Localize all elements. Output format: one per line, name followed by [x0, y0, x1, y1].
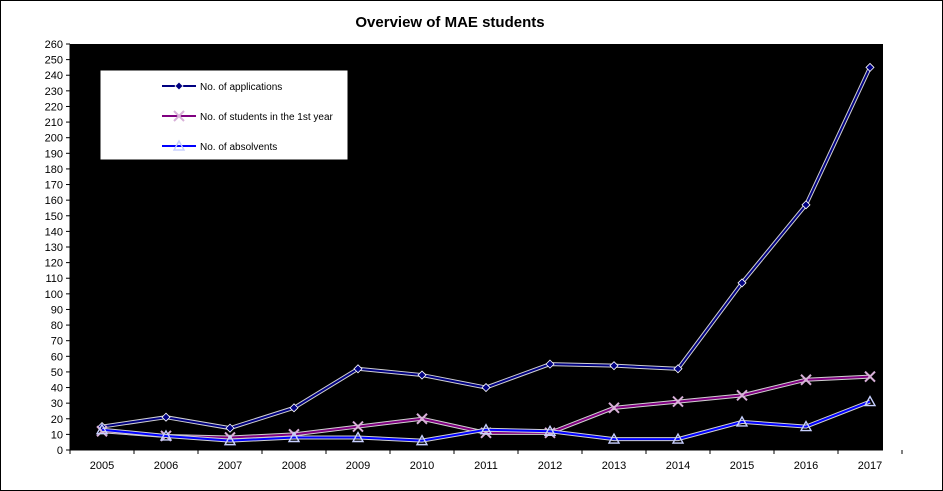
- data-point: [95, 423, 109, 435]
- data-point: [799, 420, 813, 432]
- y-tick-label: 90: [51, 304, 63, 316]
- data-point: [865, 62, 875, 72]
- x-tick-label: 2011: [474, 460, 498, 472]
- x-axis: 2005 2006 2007 2008 2009 2010 2011 2012 2013 2014…: [69, 449, 903, 472]
- y-tick-label: 230: [45, 86, 63, 98]
- y-tick-label: 60: [51, 351, 63, 363]
- y-tick-label: 210: [45, 117, 63, 129]
- y-tick-label: 100: [45, 289, 63, 301]
- data-point: [608, 402, 620, 414]
- x-tick-label: 2008: [282, 460, 306, 472]
- x-tick-label: 2015: [730, 460, 754, 472]
- data-point: [863, 395, 877, 407]
- y-tick-label: 140: [45, 226, 63, 238]
- x-tick-label: 2007: [218, 460, 242, 472]
- legend-label: No. of students in the 1st year: [200, 112, 334, 123]
- data-point: [801, 200, 811, 210]
- data-point: [481, 382, 491, 393]
- y-tick-label: 120: [45, 258, 63, 270]
- data-point: [174, 81, 184, 91]
- y-tick-label: 0: [57, 445, 63, 457]
- data-point: [159, 429, 173, 441]
- x-tick-label: 2016: [794, 460, 818, 472]
- series-1: [97, 62, 875, 433]
- data-point: [161, 412, 171, 422]
- y-tick-label: 220: [45, 101, 63, 113]
- data-point: [735, 415, 749, 427]
- data-point: [545, 359, 555, 369]
- series-line: [101, 400, 871, 442]
- legend-label: No. of applications: [200, 82, 282, 93]
- legend: No. of applications No. of students in th…: [99, 69, 349, 161]
- y-tick-label: 200: [45, 133, 63, 145]
- y-tick-label: 150: [45, 211, 63, 223]
- x-tick-label: 2010: [410, 460, 434, 472]
- data-point: [173, 110, 185, 122]
- y-tick-label: 70: [51, 336, 63, 348]
- y-tick-label: 240: [45, 70, 63, 82]
- y-tick-label: 190: [45, 148, 63, 160]
- data-point: [287, 431, 301, 443]
- y-tick-label: 260: [45, 39, 63, 51]
- data-point: [672, 395, 684, 408]
- x-tick-label: 2012: [538, 460, 562, 472]
- y-tick-label: 40: [51, 383, 63, 395]
- y-tick-label: 10: [51, 429, 63, 441]
- data-point: [416, 413, 428, 425]
- data-point: [353, 364, 363, 374]
- y-tick-label: 20: [51, 414, 63, 426]
- series-3: [95, 395, 877, 446]
- data-point: [864, 370, 876, 383]
- data-point: [673, 364, 683, 374]
- data-point: [289, 403, 299, 413]
- x-tick-label: 2013: [602, 460, 626, 472]
- x-tick-label: 2017: [858, 460, 882, 472]
- data-point: [800, 374, 812, 386]
- y-tick-label: 30: [51, 398, 63, 410]
- x-tick-label: 2014: [666, 460, 690, 472]
- y-tick-label: 50: [51, 367, 63, 379]
- y-tick-label: 160: [45, 195, 63, 207]
- series-layer: [95, 62, 877, 446]
- y-tick-label: 130: [45, 242, 63, 254]
- data-point: [172, 139, 186, 151]
- y-tick-label: 170: [45, 180, 63, 192]
- legend-label: No. of absolvents: [200, 142, 277, 153]
- data-point: [607, 432, 621, 444]
- y-axis: 0 10 20 30 40 50 60 70 80 90 100 110 120 130 140 150 160…: [45, 39, 71, 457]
- y-tick-label: 250: [45, 55, 63, 67]
- data-point: [415, 434, 429, 446]
- x-tick-label: 2009: [346, 460, 370, 472]
- data-point: [351, 431, 365, 443]
- y-tick-label: 80: [51, 320, 63, 332]
- chart-title: Overview of MAE students: [355, 14, 545, 31]
- data-point: [737, 278, 747, 288]
- y-tick-label: 110: [45, 273, 63, 285]
- data-point: [479, 423, 493, 435]
- x-tick-label: 2006: [154, 460, 178, 472]
- data-point: [417, 370, 427, 380]
- y-tick-label: 180: [45, 164, 63, 176]
- data-point: [543, 424, 557, 436]
- x-tick-label: 2005: [90, 460, 114, 472]
- data-point: [223, 434, 237, 446]
- data-point: [609, 361, 619, 371]
- data-point: [736, 389, 748, 402]
- data-point: [352, 420, 364, 433]
- data-point: [671, 432, 685, 444]
- data-point: [225, 423, 235, 433]
- series-2: [96, 370, 876, 444]
- legend-box: [99, 69, 349, 161]
